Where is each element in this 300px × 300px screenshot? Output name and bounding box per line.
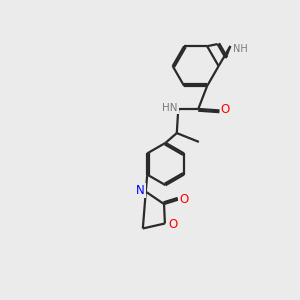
Text: HN: HN (162, 103, 178, 113)
Text: NH: NH (233, 44, 248, 54)
Text: O: O (179, 193, 189, 206)
Text: O: O (169, 218, 178, 231)
Text: N: N (136, 184, 145, 197)
Text: O: O (221, 103, 230, 116)
